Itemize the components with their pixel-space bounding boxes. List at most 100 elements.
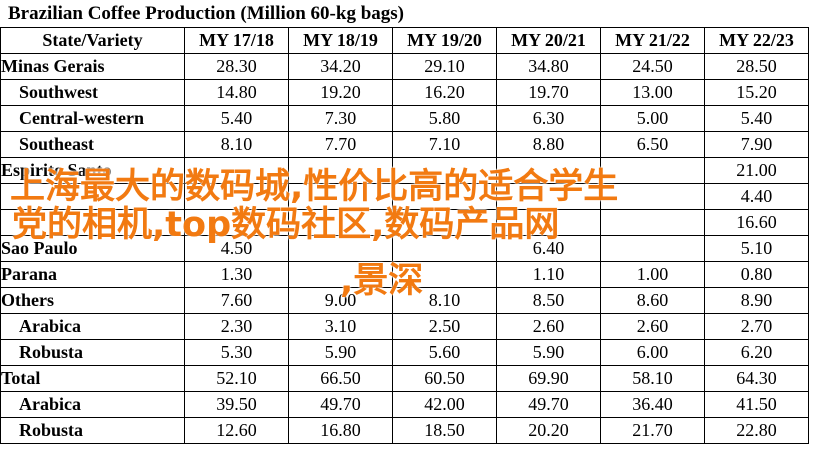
header-row: State/Variety MY 17/18 MY 18/19 MY 19/20 MY … bbox=[0, 27, 809, 54]
row-label: Southwest bbox=[0, 79, 185, 106]
table-title: Brazilian Coffee Production (Million 60-… bbox=[8, 3, 404, 24]
value-cell bbox=[600, 235, 705, 262]
value-cell bbox=[288, 261, 393, 288]
value-cell: 16.60 bbox=[704, 209, 809, 236]
table-row: Arabica 2.30 3.10 2.50 2.60 2.60 2.70 bbox=[0, 313, 809, 340]
column-header-year: MY 17/18 bbox=[184, 27, 289, 54]
table-row: Central-western 5.40 7.30 5.80 6.30 5.00 5.40 bbox=[0, 105, 809, 132]
value-cell: 19.70 bbox=[496, 79, 601, 106]
table-row: Southeast 8.10 7.70 7.10 8.80 6.50 7.90 bbox=[0, 131, 809, 158]
column-header-year: MY 22/23 bbox=[704, 27, 809, 54]
table-row: Southwest 14.80 19.20 16.20 19.70 13.00 15.20 bbox=[0, 79, 809, 106]
value-cell: 6.40 bbox=[496, 235, 601, 262]
table-row: Others 7.60 9.00 8.10 8.50 8.60 8.90 bbox=[0, 287, 809, 314]
table-row: Sao Paulo 4.50 6.40 5.10 bbox=[0, 235, 809, 262]
value-cell: 69.90 bbox=[496, 365, 601, 392]
value-cell: 12.60 bbox=[184, 417, 289, 444]
value-cell bbox=[392, 157, 497, 184]
value-cell bbox=[600, 209, 705, 236]
value-cell bbox=[496, 157, 601, 184]
watermark-line-2: 党的相机,top数码社区,数码产品网 bbox=[12, 205, 560, 245]
value-cell: 24.50 bbox=[600, 53, 705, 80]
value-cell: 8.90 bbox=[704, 287, 809, 314]
column-header-year: MY 18/19 bbox=[288, 27, 393, 54]
value-cell: 66.50 bbox=[288, 365, 393, 392]
value-cell: 21.00 bbox=[704, 157, 809, 184]
value-cell: 5.10 bbox=[704, 235, 809, 262]
value-cell: 34.20 bbox=[288, 53, 393, 80]
value-cell: 1.00 bbox=[600, 261, 705, 288]
table-row: Parana 1.30 1.10 1.00 0.80 bbox=[0, 261, 809, 288]
value-cell: 34.80 bbox=[496, 53, 601, 80]
value-cell bbox=[288, 209, 393, 236]
value-cell: 7.10 bbox=[392, 131, 497, 158]
watermark-line-3: ,景深 bbox=[340, 261, 424, 301]
value-cell: 41.50 bbox=[704, 391, 809, 418]
value-cell: 22.80 bbox=[704, 417, 809, 444]
value-cell: 16.80 bbox=[288, 417, 393, 444]
column-header-year: MY 19/20 bbox=[392, 27, 497, 54]
value-cell: 28.30 bbox=[184, 53, 289, 80]
value-cell: 21.70 bbox=[600, 417, 705, 444]
value-cell: 5.90 bbox=[496, 339, 601, 366]
value-cell: 8.10 bbox=[184, 131, 289, 158]
value-cell bbox=[392, 183, 497, 210]
table-row: Robusta 5.30 5.90 5.60 5.90 6.00 6.20 bbox=[0, 339, 809, 366]
value-cell: 64.30 bbox=[704, 365, 809, 392]
value-cell: 5.90 bbox=[288, 339, 393, 366]
value-cell: 8.50 bbox=[496, 287, 601, 314]
table-row: Robusta 12.60 16.80 18.50 20.20 21.70 22.80 bbox=[0, 417, 809, 444]
value-cell: 2.50 bbox=[392, 313, 497, 340]
value-cell: 15.20 bbox=[704, 79, 809, 106]
value-cell: 2.30 bbox=[184, 313, 289, 340]
value-cell: 6.00 bbox=[600, 339, 705, 366]
value-cell: 7.60 bbox=[184, 287, 289, 314]
value-cell: 19.20 bbox=[288, 79, 393, 106]
column-header-year: MY 21/22 bbox=[600, 27, 705, 54]
column-header-year: MY 20/21 bbox=[496, 27, 601, 54]
value-cell: 4.50 bbox=[184, 235, 289, 262]
value-cell: 29.10 bbox=[392, 53, 497, 80]
watermark-line-1: 上海最大的数码城,性价比高的适合学生 bbox=[10, 167, 619, 207]
value-cell: 13.00 bbox=[600, 79, 705, 106]
row-label bbox=[0, 209, 185, 236]
row-label: Arabica bbox=[0, 391, 185, 418]
value-cell: 5.40 bbox=[704, 105, 809, 132]
value-cell: 18.50 bbox=[392, 417, 497, 444]
value-cell: 14.80 bbox=[184, 79, 289, 106]
value-cell: 28.50 bbox=[704, 53, 809, 80]
table-row: Espirito Santo 21.00 bbox=[0, 157, 809, 184]
value-cell: 8.80 bbox=[496, 131, 601, 158]
value-cell: 5.30 bbox=[184, 339, 289, 366]
value-cell bbox=[392, 209, 497, 236]
value-cell: 0.80 bbox=[704, 261, 809, 288]
row-label: Espirito Santo bbox=[0, 157, 185, 184]
row-label: Robusta bbox=[0, 339, 185, 366]
row-label: Minas Gerais bbox=[0, 53, 185, 80]
value-cell: 8.10 bbox=[392, 287, 497, 314]
value-cell bbox=[184, 183, 289, 210]
value-cell: 2.70 bbox=[704, 313, 809, 340]
column-header-state: State/Variety bbox=[0, 27, 185, 54]
value-cell: 49.70 bbox=[496, 391, 601, 418]
value-cell: 6.50 bbox=[600, 131, 705, 158]
value-cell: 3.10 bbox=[288, 313, 393, 340]
value-cell: 1.10 bbox=[496, 261, 601, 288]
value-cell: 4.40 bbox=[704, 183, 809, 210]
value-cell: 58.10 bbox=[600, 365, 705, 392]
table-row: Total 52.10 66.50 60.50 69.90 58.10 64.30 bbox=[0, 365, 809, 392]
table-body: Minas Gerais 28.30 34.20 29.10 34.80 24.50 28.… bbox=[0, 53, 809, 444]
value-cell: 42.00 bbox=[392, 391, 497, 418]
value-cell bbox=[288, 157, 393, 184]
value-cell: 52.10 bbox=[184, 365, 289, 392]
value-cell: 5.60 bbox=[392, 339, 497, 366]
value-cell: 2.60 bbox=[496, 313, 601, 340]
row-label: Arabica bbox=[0, 313, 185, 340]
value-cell: 2.60 bbox=[600, 313, 705, 340]
value-cell: 49.70 bbox=[288, 391, 393, 418]
value-cell: 16.20 bbox=[392, 79, 497, 106]
row-label: Sao Paulo bbox=[0, 235, 185, 262]
table-row: Minas Gerais 28.30 34.20 29.10 34.80 24.50 28.… bbox=[0, 53, 809, 80]
value-cell: 8.60 bbox=[600, 287, 705, 314]
production-table: State/Variety MY 17/18 MY 18/19 MY 19/20 MY … bbox=[0, 27, 809, 444]
